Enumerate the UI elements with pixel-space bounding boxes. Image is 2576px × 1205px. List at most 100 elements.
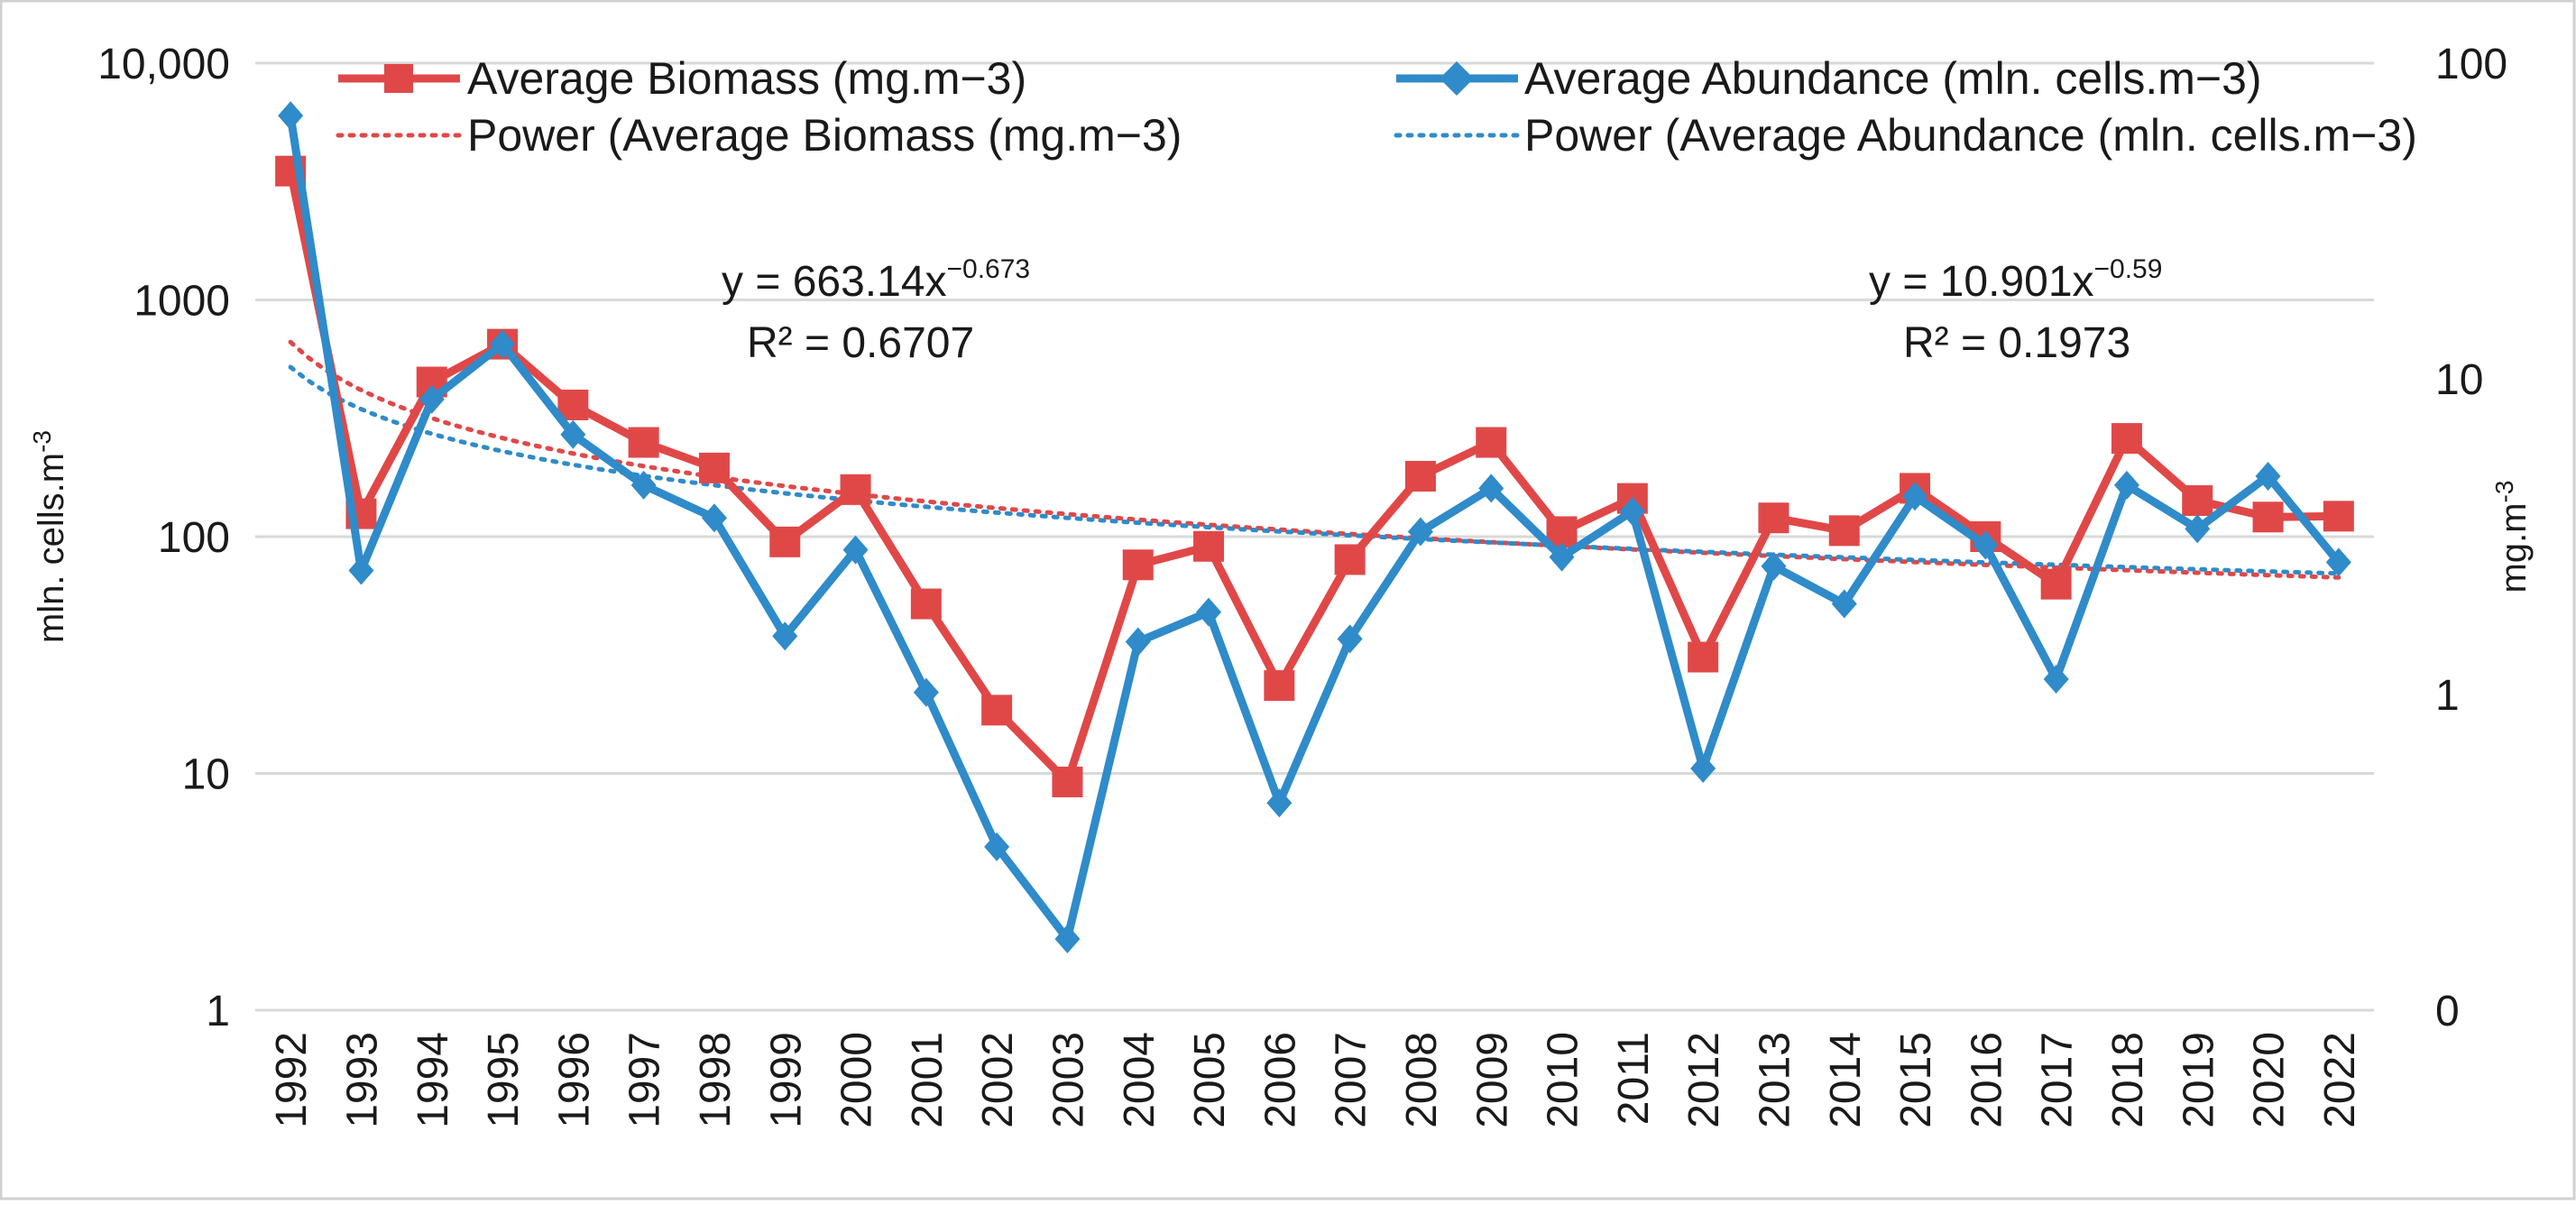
legend-marker-biomass	[384, 64, 413, 93]
biomass-point-2020	[2252, 501, 2284, 533]
left-axis-title-text: mln. cells.m	[32, 453, 71, 643]
right-axis-title-sup: -3	[2490, 481, 2518, 503]
abundance-point-1999	[772, 621, 798, 651]
biomass-point-2001	[910, 588, 942, 620]
x-tick-label-2001: 2001	[904, 1032, 952, 1128]
left-tick-label-1: 10	[182, 751, 230, 799]
biomass-point-2018	[2111, 423, 2142, 455]
x-tick-label-2019: 2019	[2175, 1032, 2222, 1128]
abundance-point-1994	[419, 384, 445, 414]
abundance-point-2003	[1054, 924, 1081, 953]
biomass-point-2019	[2182, 485, 2213, 517]
abundance-point-2007	[1337, 624, 1363, 654]
x-tick-label-1995: 1995	[480, 1032, 528, 1128]
biomass-point-2022	[2323, 501, 2354, 532]
x-tick-label-2010: 2010	[1540, 1032, 1587, 1128]
biomass-point-2000	[840, 474, 871, 505]
biomass-point-2012	[1688, 641, 1719, 673]
abundance-point-2008	[1407, 517, 1433, 547]
right-axis-title: mg.m-3	[2490, 481, 2534, 593]
equation-abundance-main: y = 10.901x	[1869, 258, 2094, 306]
right-tick-label-1: 1	[2435, 672, 2460, 720]
legend-label-biomass: Average Biomass (mg.m−3)	[467, 53, 1026, 104]
abundance-point-2009	[1478, 474, 1504, 503]
x-tick-label-2017: 2017	[2034, 1032, 2082, 1128]
abundance-point-2018	[2113, 470, 2139, 500]
x-tick-label-2002: 2002	[974, 1032, 1022, 1128]
x-tick-label-2009: 2009	[1468, 1032, 1516, 1128]
left-tick-label-3: 1000	[133, 278, 230, 326]
abundance-point-2001	[913, 677, 939, 707]
legend-marker-abundance	[1440, 61, 1474, 96]
x-tick-label-2012: 2012	[1680, 1032, 1728, 1128]
biomass-point-2005	[1193, 530, 1225, 562]
x-tick-label-1999: 1999	[762, 1032, 810, 1128]
abundance-point-2011	[1619, 496, 1645, 526]
abundance-point-2017	[2043, 665, 2069, 694]
x-tick-label-2004: 2004	[1116, 1032, 1164, 1128]
series-abundance	[278, 101, 2351, 953]
x-tick-label-2020: 2020	[2246, 1032, 2294, 1128]
left-axis-ticks: 1 10 100 1000 10,000	[97, 41, 230, 1035]
x-tick-label-2011: 2011	[1610, 1032, 1658, 1125]
x-tick-label-2000: 2000	[833, 1032, 881, 1128]
x-tick-label-2014: 2014	[1822, 1032, 1870, 1128]
r2-biomass: R² = 0.6707	[747, 319, 974, 367]
abundance-point-2016	[1973, 530, 1999, 560]
x-tick-label-2013: 2013	[1751, 1032, 1799, 1128]
x-tick-label-1998: 1998	[692, 1032, 740, 1128]
x-tick-label-2016: 2016	[1963, 1032, 2010, 1128]
abundance-point-2013	[1761, 551, 1787, 581]
left-tick-label-4: 10,000	[97, 41, 230, 88]
biomass-point-1999	[769, 526, 801, 557]
trend-equations: y = 663.14x−0.673 R² = 0.6707 y = 10.901…	[722, 254, 2162, 367]
abundance-point-1995	[490, 329, 516, 359]
right-axis-ticks: 0 1 10 100	[2435, 41, 2507, 1035]
equation-biomass: y = 663.14x−0.673	[722, 254, 1030, 306]
x-tick-label-1994: 1994	[409, 1032, 457, 1128]
abundance-point-2015	[1902, 482, 1928, 511]
biomass-point-1997	[628, 427, 659, 458]
gridlines	[255, 61, 2374, 1012]
x-tick-label-2005: 2005	[1186, 1032, 1234, 1128]
abundance-point-2020	[2255, 461, 2281, 491]
equation-abundance: y = 10.901x−0.59	[1869, 254, 2162, 306]
legend-label-biomass-power: Power (Average Biomass (mg.m−3)	[467, 110, 1182, 161]
abundance-point-2010	[1549, 542, 1575, 572]
abundance-point-2022	[2325, 547, 2351, 577]
x-tick-label-1997: 1997	[621, 1032, 669, 1128]
abundance-point-1992	[278, 101, 304, 131]
equation-biomass-main: y = 663.14x	[722, 258, 947, 306]
left-axis-title: mln. cells.m-3	[28, 430, 71, 643]
abundance-point-2004	[1125, 627, 1151, 657]
abundance-point-2002	[984, 832, 1010, 861]
data-series	[275, 101, 2354, 953]
biomass-point-2002	[981, 694, 1013, 726]
left-tick-label-2: 100	[158, 514, 230, 562]
left-tick-label-0: 1	[206, 988, 230, 1035]
biomass-point-2014	[1828, 515, 1860, 547]
series-line-1	[286, 115, 2342, 943]
abundance-point-2014	[1831, 589, 1857, 619]
x-tick-label-2015: 2015	[1892, 1032, 1940, 1128]
legend-label-abundance-power: Power (Average Abundance (mln. cells.m−3…	[1524, 110, 2417, 161]
biomass-point-2017	[2040, 568, 2072, 600]
equation-biomass-exp: −0.673	[947, 254, 1031, 284]
right-tick-label-2: 10	[2435, 356, 2483, 404]
abundance-point-2012	[1690, 753, 1716, 783]
x-tick-label-2007: 2007	[1328, 1032, 1375, 1128]
right-tick-label-3: 100	[2435, 41, 2507, 88]
legend-label-abundance: Average Abundance (mln. cells.m−3)	[1524, 53, 2262, 104]
biomass-point-2009	[1476, 427, 1507, 458]
abundance-point-1993	[348, 556, 374, 585]
left-axis-title-sup: -3	[28, 430, 56, 453]
abundance-point-2019	[2185, 514, 2211, 544]
abundance-point-2006	[1266, 788, 1293, 818]
x-tick-label-2006: 2006	[1256, 1032, 1304, 1128]
x-tick-label-2008: 2008	[1398, 1032, 1446, 1128]
x-tick-label-1993: 1993	[338, 1032, 386, 1128]
abundance-point-2000	[842, 535, 869, 565]
